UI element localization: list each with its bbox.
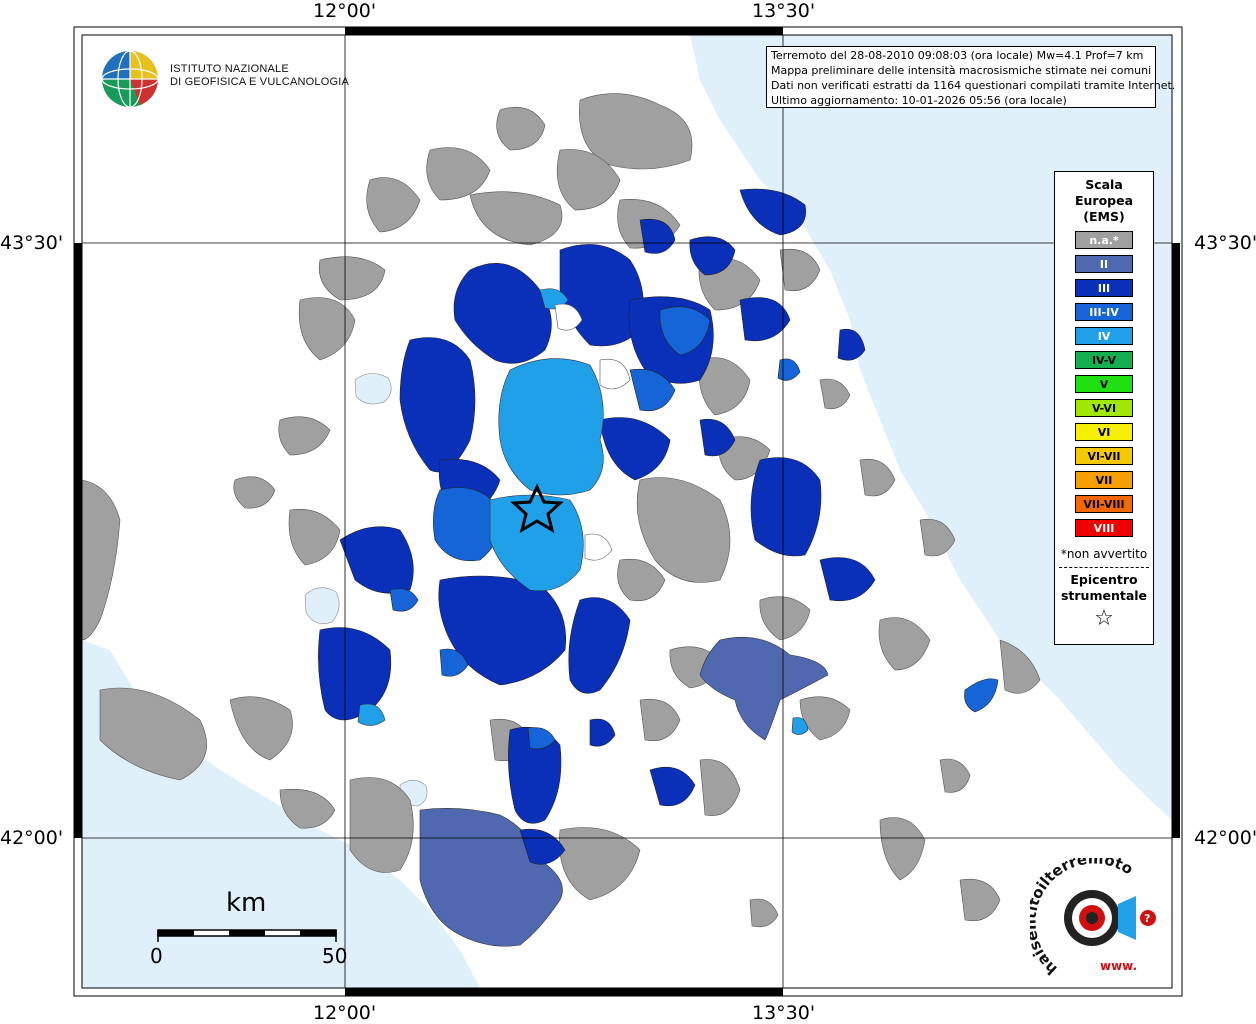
coord-bottom-left: 12°00' bbox=[313, 1002, 377, 1024]
graticule bbox=[82, 35, 1172, 988]
megaphone-icon bbox=[1118, 896, 1136, 940]
legend-swatch: II bbox=[1075, 255, 1133, 273]
legend-swatch: n.a.* bbox=[1075, 231, 1133, 249]
lake-trasimeno bbox=[354, 373, 392, 405]
coord-bottom-right: 13°30' bbox=[752, 1002, 816, 1024]
coord-top-right: 13°30' bbox=[752, 0, 816, 22]
ingv-name-line1: ISTITUTO NAZIONALE bbox=[170, 63, 289, 75]
event-info-line4: Ultimo aggiornamento: 10-01-2026 05:56 (… bbox=[771, 94, 1067, 107]
legend-swatch: V-VI bbox=[1075, 399, 1133, 417]
ingv-name-line2: DI GEOFISICA E VULCANOLOGIA bbox=[170, 76, 349, 88]
legend-swatch: III bbox=[1075, 279, 1133, 297]
municipalities-intensity-IV bbox=[357, 288, 809, 735]
legend-swatch: VII-VIII bbox=[1075, 495, 1133, 513]
legend-swatch: VI bbox=[1075, 423, 1133, 441]
legend-swatch: III-IV bbox=[1075, 303, 1133, 321]
legend-swatch: VII bbox=[1075, 471, 1133, 489]
legend-title-line2: Europea bbox=[1074, 193, 1134, 208]
coord-left-upper: 43°30' bbox=[0, 232, 64, 254]
legend-star-icon: ☆ bbox=[1094, 606, 1114, 631]
coord-top-left: 12°00' bbox=[313, 0, 377, 22]
legend-separator bbox=[1059, 567, 1149, 568]
coord-right-upper: 43°30' bbox=[1194, 232, 1256, 254]
map-frame bbox=[73, 26, 1183, 997]
event-info-box: Terremoto del 28-08-2010 09:08:03 (ora l… bbox=[766, 46, 1176, 108]
legend-title: Scala Europea (EMS) bbox=[1055, 177, 1153, 225]
haisentito-logo: ? haisentitoilterremoto.it www. bbox=[1030, 858, 1156, 978]
scale-max: 50 bbox=[322, 944, 348, 968]
coord-left-lower: 42°00' bbox=[0, 827, 64, 849]
event-info-line1: Terremoto del 28-08-2010 09:08:03 (ora l… bbox=[771, 49, 1144, 62]
scale-min: 0 bbox=[150, 944, 163, 968]
legend-epicenter-line2: strumentale bbox=[1060, 588, 1148, 603]
ingv-logo-text: ISTITUTO NAZIONALE DI GEOFISICA E VULCAN… bbox=[170, 63, 349, 89]
legend-epicenter-label: Epicentro strumentale bbox=[1055, 572, 1153, 604]
legend-swatch: IV bbox=[1075, 327, 1133, 345]
scale-unit: km bbox=[226, 888, 267, 918]
legend-title-line3: (EMS) bbox=[1083, 209, 1125, 224]
legend-swatch: V bbox=[1075, 375, 1133, 393]
legend-swatch: IV-V bbox=[1075, 351, 1133, 369]
epicenter-star bbox=[510, 483, 564, 534]
lake-bolsena bbox=[304, 587, 340, 624]
event-info-line2: Mappa preliminare delle intensità macros… bbox=[771, 64, 1152, 77]
municipalities-not-available bbox=[81, 93, 1041, 928]
legend-note: *non avvertito bbox=[1060, 547, 1148, 561]
ingv-logo bbox=[101, 50, 159, 108]
ems-legend: Scala Europea (EMS) n.a.* II III III-IV IV IV… bbox=[1054, 171, 1154, 645]
legend-swatch: VIII bbox=[1075, 519, 1133, 537]
legend-swatch: VI-VII bbox=[1075, 447, 1133, 465]
event-info-line3: Dati non verificati estratti da 1164 que… bbox=[771, 79, 1176, 92]
coord-right-lower: 42°00' bbox=[1194, 827, 1256, 849]
legend-items: n.a.* II III III-IV IV IV-V V V-VI VI VI-VII VII VI… bbox=[1055, 231, 1153, 537]
scale-bar bbox=[157, 929, 337, 942]
adriatic-sea bbox=[690, 35, 1172, 820]
legend-epicenter-line1: Epicentro bbox=[1070, 572, 1138, 587]
municipalities-no-data bbox=[554, 303, 631, 561]
legend-title-line1: Scala bbox=[1085, 177, 1123, 192]
tyrrhenian-sea bbox=[82, 640, 480, 988]
haisentito-www: www. bbox=[1100, 959, 1137, 973]
svg-text:?: ? bbox=[1144, 912, 1150, 925]
